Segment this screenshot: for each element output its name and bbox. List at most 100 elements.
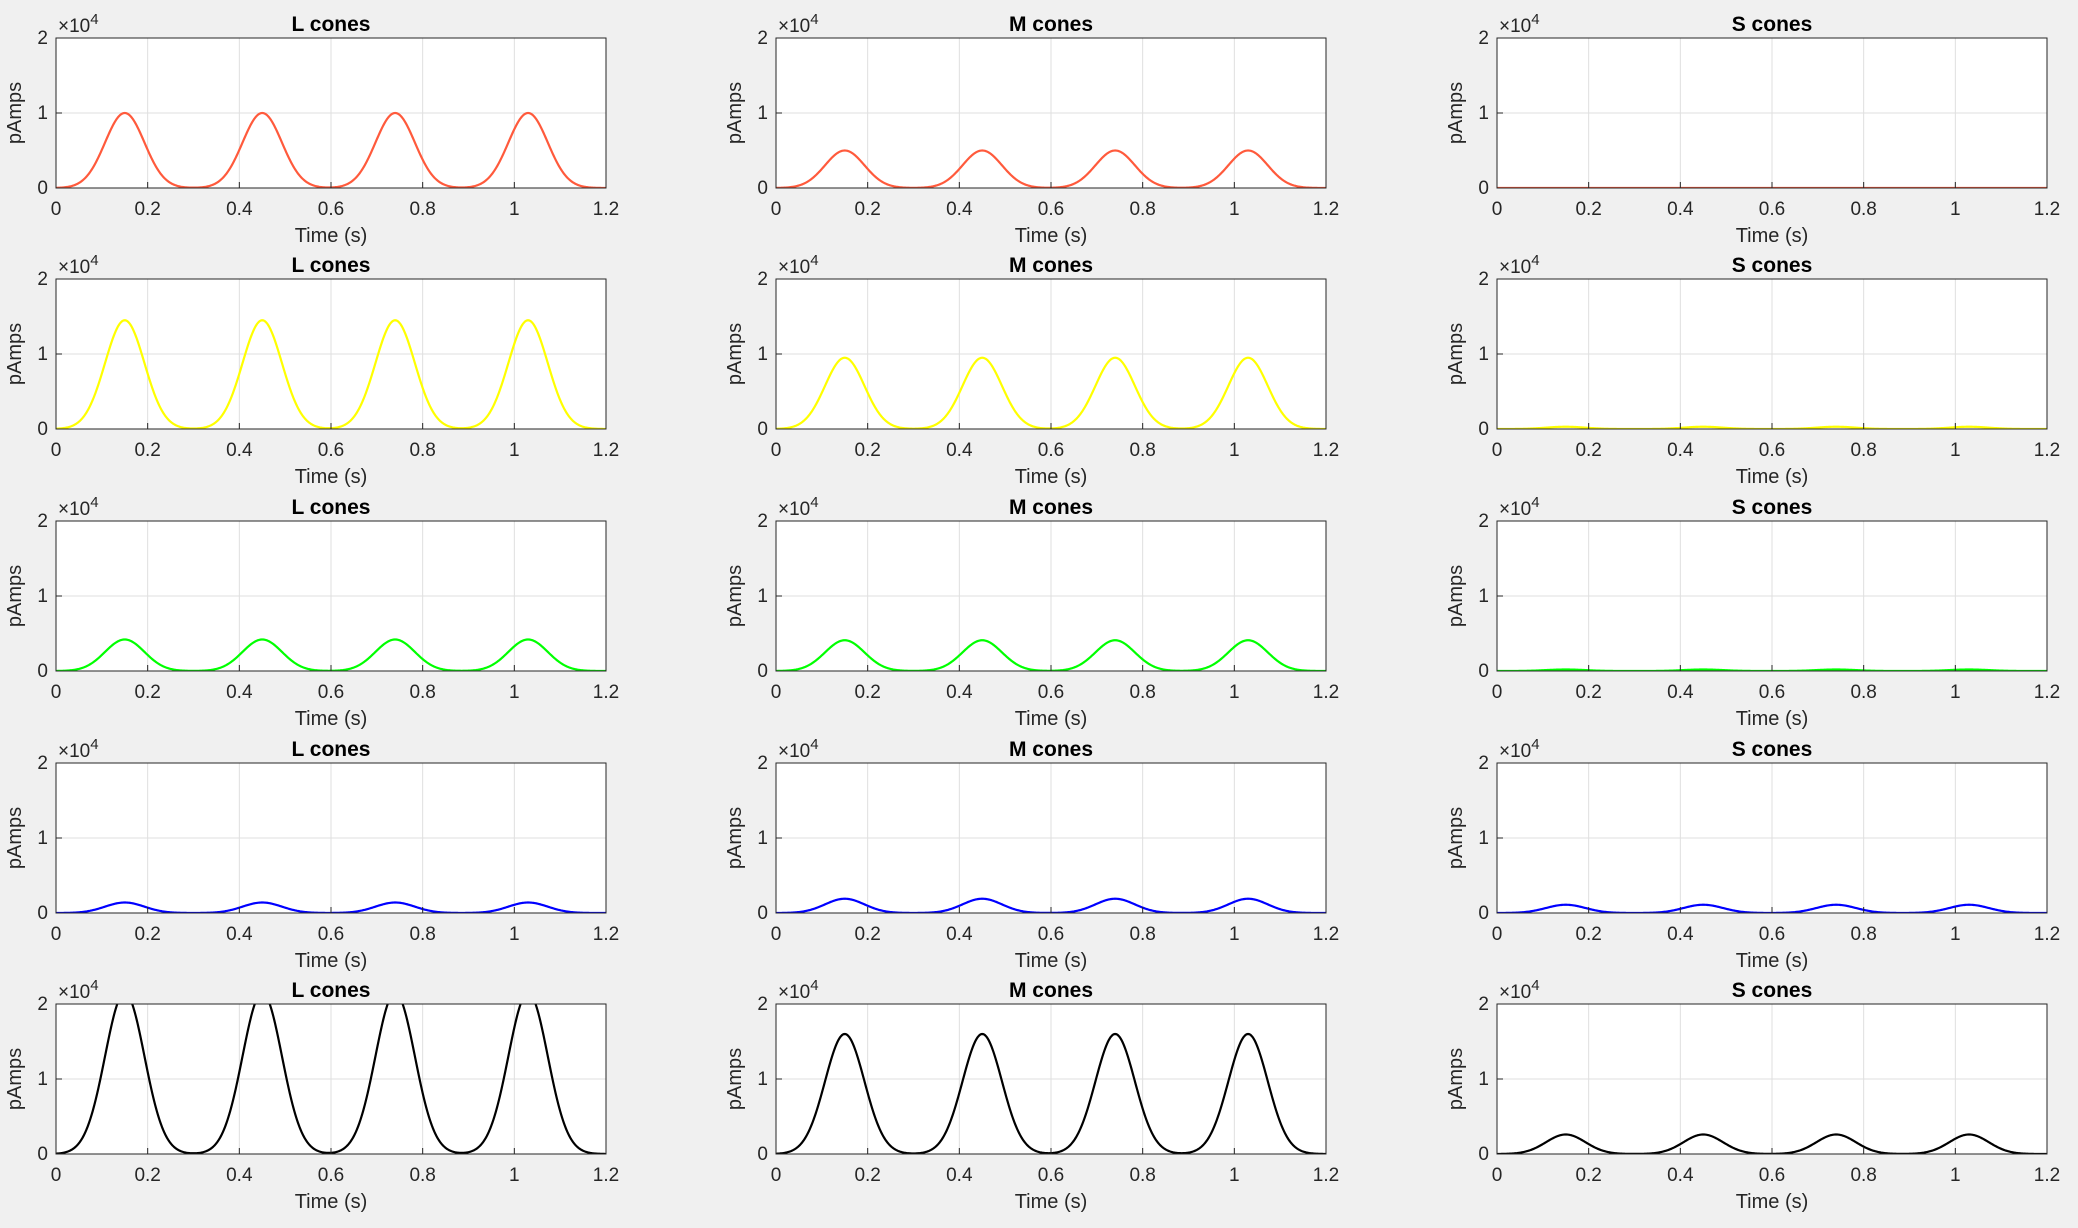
x-tick-label: 1 — [1229, 440, 1240, 461]
subplot-title: L cones — [292, 13, 371, 36]
x-tick-label: 0 — [51, 924, 62, 945]
x-tick-label: 0.8 — [1129, 682, 1155, 703]
y-tick-label: 0 — [1478, 903, 1489, 924]
x-tick-label: 1.2 — [1313, 199, 1339, 220]
x-tick-label: 0 — [51, 440, 62, 461]
subplot-r3-l-cones: 0 0.2 0.4 0.6 0.8 1 1.2 0 1 2 ×104 L cones Time (s) p… — [4, 494, 619, 730]
subplot-r3-m-cones: 0 0.2 0.4 0.6 0.8 1 1.2 0 1 2 ×104 M cones Time (s) p… — [724, 494, 1339, 730]
x-tick-label: 0 — [771, 440, 782, 461]
x-tick-label: 0.4 — [1667, 440, 1694, 461]
x-tick-label: 1 — [1950, 199, 1961, 220]
x-axis-label: Time (s) — [1015, 950, 1088, 972]
x-tick-label: 0.2 — [134, 682, 160, 703]
x-tick-label: 0.2 — [854, 199, 880, 220]
x-tick-label: 0 — [771, 682, 782, 703]
x-tick-label: 0 — [1492, 1165, 1503, 1186]
y-tick-label: 1 — [37, 828, 48, 849]
y-tick-label: 0 — [1478, 178, 1489, 199]
subplot-title: L cones — [292, 496, 371, 519]
subplot-title: L cones — [292, 738, 371, 761]
y-axis-label: pAmps — [1445, 82, 1467, 144]
x-tick-label: 0.8 — [1129, 924, 1155, 945]
x-axis-label: Time (s) — [295, 708, 368, 730]
y-exponent-label: ×104 — [1499, 494, 1540, 520]
x-axis-label: Time (s) — [295, 950, 368, 972]
y-tick-label: 0 — [757, 419, 768, 440]
y-tick-label: 1 — [37, 1069, 48, 1090]
x-tick-label: 0 — [1492, 924, 1503, 945]
x-tick-label: 1.2 — [593, 924, 619, 945]
y-exponent-label: ×104 — [58, 736, 99, 762]
y-tick-label: 1 — [757, 103, 768, 124]
subplot-title: M cones — [1009, 13, 1093, 36]
x-tick-label: 0.4 — [1667, 199, 1694, 220]
x-tick-label: 0.2 — [134, 1165, 160, 1186]
x-tick-label: 1.2 — [2034, 924, 2060, 945]
subplot-r1-s-cones: 0 0.2 0.4 0.6 0.8 1 1.2 0 1 2 ×104 S cones Time (s) p… — [1445, 11, 2060, 247]
y-axis-label: pAmps — [1445, 323, 1467, 385]
x-tick-label: 0.4 — [226, 199, 253, 220]
x-tick-label: 0.6 — [318, 440, 344, 461]
x-axis-label: Time (s) — [295, 225, 368, 247]
subplot-r5-m-cones: 0 0.2 0.4 0.6 0.8 1 1.2 0 1 2 ×104 M cones Time (s) p… — [724, 977, 1339, 1213]
y-exponent-label: ×104 — [778, 494, 819, 520]
x-tick-label: 0.6 — [1038, 682, 1064, 703]
y-tick-label: 1 — [37, 103, 48, 124]
y-tick-label: 2 — [1478, 28, 1489, 49]
x-tick-label: 0 — [771, 924, 782, 945]
subplot-title: M cones — [1009, 496, 1093, 519]
x-axis-label: Time (s) — [1736, 1191, 1809, 1213]
subplot-grid: 0 0.2 0.4 0.6 0.8 1 1.2 0 1 2 ×104 L cones Time (s) p… — [4, 11, 2060, 1213]
y-axis-label: pAmps — [4, 1048, 26, 1110]
x-axis-label: Time (s) — [1015, 466, 1088, 488]
y-exponent-label: ×104 — [58, 494, 99, 520]
x-tick-label: 0.8 — [1850, 682, 1876, 703]
subplot-title: L cones — [292, 979, 371, 1002]
y-tick-label: 0 — [37, 903, 48, 924]
y-tick-label: 1 — [757, 586, 768, 607]
y-exponent-label: ×104 — [778, 736, 819, 762]
x-axis-label: Time (s) — [295, 1191, 368, 1213]
x-tick-label: 0.8 — [409, 682, 435, 703]
y-tick-label: 2 — [757, 269, 768, 290]
y-tick-label: 0 — [757, 903, 768, 924]
x-tick-label: 1 — [1229, 682, 1240, 703]
y-tick-label: 0 — [1478, 1144, 1489, 1165]
subplot-title: M cones — [1009, 979, 1093, 1002]
x-tick-label: 0.6 — [1759, 199, 1785, 220]
y-tick-label: 2 — [37, 511, 48, 532]
y-tick-label: 1 — [757, 828, 768, 849]
x-tick-label: 0.4 — [226, 924, 253, 945]
y-exponent-label: ×104 — [58, 252, 99, 278]
subplot-r2-l-cones: 0 0.2 0.4 0.6 0.8 1 1.2 0 1 2 ×104 L cones Time (s) p… — [4, 252, 619, 488]
y-tick-label: 1 — [1478, 586, 1489, 607]
y-exponent-label: ×104 — [58, 977, 99, 1003]
x-tick-label: 0.6 — [318, 1165, 344, 1186]
x-tick-label: 0.4 — [946, 682, 973, 703]
x-tick-label: 1.2 — [593, 682, 619, 703]
subplot-r4-s-cones: 0 0.2 0.4 0.6 0.8 1 1.2 0 1 2 ×104 S cones Time (s) p… — [1445, 736, 2060, 972]
x-tick-label: 0.4 — [946, 924, 973, 945]
x-tick-label: 0.2 — [134, 924, 160, 945]
y-tick-label: 0 — [757, 178, 768, 199]
x-tick-label: 0.6 — [1038, 199, 1064, 220]
x-tick-label: 0 — [51, 682, 62, 703]
y-exponent-label: ×104 — [1499, 736, 1540, 762]
y-tick-label: 2 — [37, 994, 48, 1015]
x-tick-label: 1.2 — [1313, 924, 1339, 945]
x-tick-label: 0.4 — [226, 440, 253, 461]
y-tick-label: 1 — [1478, 103, 1489, 124]
x-tick-label: 0.6 — [1759, 924, 1785, 945]
y-tick-label: 1 — [757, 344, 768, 365]
x-tick-label: 0.8 — [409, 199, 435, 220]
x-tick-label: 0.4 — [946, 440, 973, 461]
subplot-r3-s-cones: 0 0.2 0.4 0.6 0.8 1 1.2 0 1 2 ×104 S cones Time (s) p… — [1445, 494, 2060, 730]
x-axis-label: Time (s) — [295, 466, 368, 488]
y-exponent-label: ×104 — [58, 11, 99, 37]
x-tick-label: 0.2 — [1575, 924, 1601, 945]
subplot-title: S cones — [1732, 738, 1813, 761]
subplot-title: S cones — [1732, 979, 1813, 1002]
subplot-title: L cones — [292, 254, 371, 277]
y-axis-label: pAmps — [724, 323, 746, 385]
x-tick-label: 1.2 — [593, 1165, 619, 1186]
